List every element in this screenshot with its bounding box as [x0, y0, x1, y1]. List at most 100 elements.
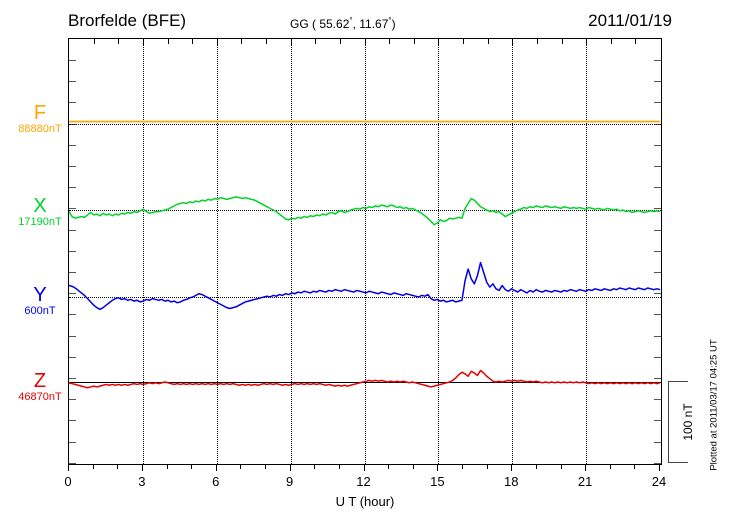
x-axis-minor-tick	[535, 465, 537, 469]
y-axis-tick	[69, 272, 76, 273]
scale-bar-label: 100 nT	[681, 403, 695, 441]
x-axis-label-6: 6	[212, 474, 220, 489]
top-axis-tick	[192, 39, 194, 44]
x-axis-label-9: 9	[286, 474, 294, 489]
x-axis-minor-tick	[117, 465, 119, 469]
component-symbol-X: X	[33, 195, 47, 217]
top-axis-tick	[167, 39, 169, 44]
y-axis-tick-right	[654, 102, 661, 104]
component-symbol-Y: Y	[33, 284, 47, 306]
top-axis-tick	[586, 39, 588, 46]
x-axis-label-15: 15	[430, 474, 445, 489]
x-axis-tick-9	[289, 465, 291, 471]
y-axis-tick	[69, 420, 76, 422]
scale-bar-top-cap	[668, 381, 688, 382]
y-axis-tick-right	[654, 293, 661, 295]
y-axis-tick	[69, 335, 76, 337]
component-value-F: 88880nT	[18, 123, 62, 135]
y-axis-tick	[69, 250, 76, 252]
gridline-hour-6	[216, 39, 218, 464]
y-axis-tick	[69, 208, 76, 210]
x-axis-minor-tick	[412, 465, 414, 469]
top-axis-tick	[610, 39, 612, 44]
degree-sign-lon: °	[388, 16, 392, 25]
top-axis-tick	[389, 39, 391, 44]
top-axis-tick	[487, 39, 489, 44]
x-axis-tick-0	[68, 465, 69, 471]
component-label-Z: Z 46870nT	[18, 371, 62, 404]
scale-bar-stem	[668, 381, 669, 463]
x-axis-tick-18	[511, 465, 513, 471]
baseline-F	[69, 124, 661, 125]
x-axis-minor-tick	[240, 465, 242, 469]
baseline-Y	[69, 297, 661, 298]
y-axis-tick-right	[654, 399, 661, 401]
trace-layer	[69, 120, 660, 389]
x-axis-label-12: 12	[356, 474, 371, 489]
top-axis-tick	[118, 39, 120, 44]
trace-Z	[69, 369, 660, 389]
x-axis-minor-tick	[388, 465, 390, 469]
top-axis-tick	[241, 39, 243, 44]
x-axis-minor-tick	[486, 465, 488, 469]
component-symbol-F: F	[33, 102, 47, 124]
y-axis-tick-right	[654, 462, 661, 464]
y-axis-tick	[69, 102, 76, 104]
x-axis-title: U T (hour)	[335, 494, 395, 509]
y-axis-tick-right	[654, 60, 661, 61]
y-axis-tick	[69, 356, 76, 358]
y-axis-tick-right	[654, 229, 661, 231]
plot-frame	[68, 38, 662, 465]
x-axis-minor-tick	[634, 465, 636, 469]
top-axis-tick	[266, 39, 267, 44]
trace-X	[69, 196, 660, 226]
x-axis-minor-tick	[191, 465, 193, 469]
gridline-hour-21	[586, 39, 588, 464]
top-axis-tick	[339, 39, 341, 44]
top-axis-tick	[290, 39, 292, 46]
x-axis-minor-tick	[462, 465, 463, 469]
top-axis-tick	[463, 39, 464, 44]
top-axis-tick	[315, 39, 317, 44]
gridline-hour-18	[512, 39, 514, 464]
x-axis-minor-tick	[92, 465, 94, 469]
top-axis-tick	[93, 39, 95, 44]
y-axis-tick-right	[654, 81, 661, 83]
x-axis-tick-24	[659, 465, 660, 471]
top-axis-tick	[216, 39, 218, 46]
degree-sign-lat: °	[349, 16, 353, 25]
geo-lat-text: GG ( 55.62	[290, 17, 350, 31]
y-axis-tick	[69, 399, 76, 401]
y-axis-tick	[69, 81, 76, 83]
y-axis-tick	[69, 60, 76, 61]
baseline-X	[69, 210, 661, 211]
gridline-hour-15	[438, 39, 440, 464]
y-axis-tick	[69, 166, 76, 167]
geo-lon-text: , 11.67	[352, 17, 389, 31]
x-axis-tick-12	[363, 465, 365, 471]
y-axis-tick-right	[654, 144, 661, 146]
x-axis-label-0: 0	[64, 474, 72, 489]
y-axis-tick	[69, 187, 76, 189]
y-axis-tick	[69, 441, 76, 443]
scale-bar-bottom-cap	[668, 462, 688, 463]
scale-bar	[668, 381, 688, 463]
observation-date: 2011/01/19	[588, 11, 672, 30]
y-axis-tick	[69, 293, 76, 295]
x-axis-label-18: 18	[504, 474, 519, 489]
component-label-F: F 88880nT	[18, 102, 62, 136]
y-axis-tick	[69, 314, 76, 316]
x-axis-minor-tick	[560, 465, 562, 469]
x-axis-minor-tick	[265, 465, 266, 469]
component-value-Y: 600nT	[24, 305, 56, 317]
component-value-Z: 46870nT	[18, 391, 62, 403]
y-axis-tick-right	[654, 441, 661, 443]
y-axis-tick-right	[654, 420, 661, 422]
geo-close-paren: )	[391, 17, 396, 31]
y-axis-tick	[69, 378, 76, 379]
top-axis-tick	[364, 39, 366, 46]
geographic-coordinates: GG ( 55.62°, 11.67°)	[290, 16, 396, 31]
y-axis-tick-right	[654, 250, 661, 252]
top-axis-tick	[413, 39, 415, 44]
